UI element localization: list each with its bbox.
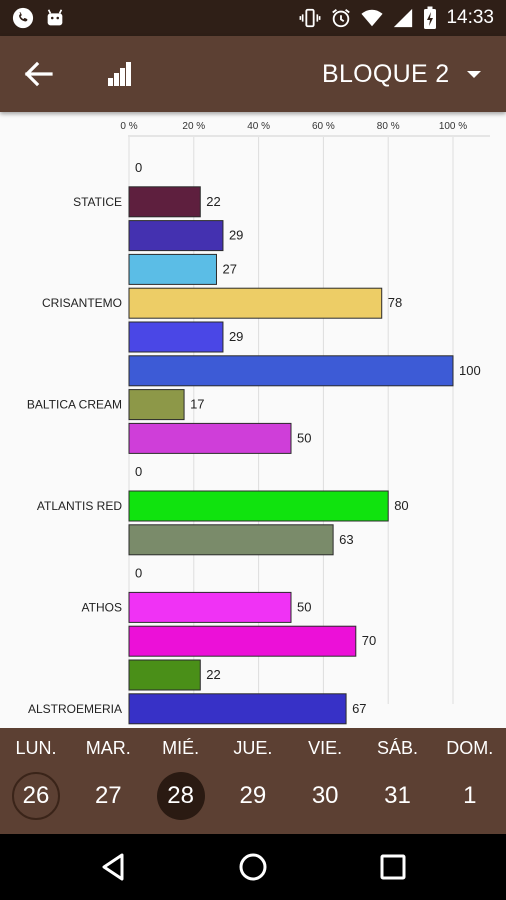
bar-value-label: 22 — [206, 194, 220, 209]
bar — [128, 524, 334, 556]
bar — [128, 693, 347, 725]
day-number: 26 — [12, 772, 60, 820]
bar-value-label: 78 — [388, 295, 402, 310]
x-tick-label: 60 % — [312, 121, 335, 132]
bar — [128, 321, 224, 353]
back-triangle-icon[interactable] — [98, 851, 130, 883]
app-bar: BLOQUE 2 — [0, 36, 506, 112]
x-tick-label: 20 % — [182, 121, 205, 132]
bar — [128, 591, 292, 623]
day-name: SÁB. — [376, 738, 419, 758]
bar — [128, 253, 217, 285]
day-name: DOM. — [446, 738, 494, 758]
phone-icon — [12, 7, 34, 29]
day-number: 27 — [94, 782, 122, 809]
bar — [128, 389, 185, 421]
block-selector-title[interactable]: BLOQUE 2 — [322, 60, 450, 88]
bar-chart: 0 % 20 % 40 % 60 % 80 % 100 % 0 22 STATICE 29 27 7… — [27, 121, 490, 725]
x-tick-label: 40 % — [247, 121, 270, 132]
category-label: CRISANTEMO — [42, 296, 122, 310]
bar-value-label: 0 — [135, 566, 142, 581]
calendar-day[interactable]: MIÉ. 28 — [145, 728, 217, 834]
arrow-drop-down-icon[interactable] — [462, 64, 486, 84]
system-nav-bar — [0, 834, 506, 900]
bar — [128, 625, 357, 657]
x-tick-label: 0 % — [120, 121, 137, 132]
alarm-icon — [332, 9, 351, 28]
android-icon — [47, 9, 63, 26]
day-number: 30 — [311, 782, 339, 809]
calendar-day[interactable]: DOM. 1 — [434, 728, 506, 834]
bar — [128, 355, 454, 387]
x-tick-label: 100 % — [439, 121, 467, 132]
category-label: ATLANTIS RED — [37, 499, 122, 513]
bar — [128, 186, 201, 218]
x-tick-label: 80 % — [377, 121, 400, 132]
wifi-icon — [361, 9, 383, 27]
bar-value-label: 17 — [190, 397, 204, 412]
calendar-day[interactable]: MAR. 27 — [72, 728, 144, 834]
bar-value-label: 50 — [297, 430, 311, 445]
day-number: 31 — [384, 782, 411, 809]
category-label: ALSTROEMERIA — [28, 702, 122, 716]
calendar-day[interactable]: VIE. 30 — [289, 728, 361, 834]
category-label: STATICE — [73, 195, 122, 209]
day-name: MIÉ. — [162, 738, 200, 758]
calendar-day[interactable]: JUE. 29 — [217, 728, 289, 834]
bar-value-label: 0 — [135, 160, 142, 175]
category-label: ATHOS — [82, 600, 122, 614]
day-number: 1 — [463, 782, 477, 809]
bar — [128, 220, 224, 252]
bar-value-label: 0 — [135, 464, 142, 479]
bar-value-label: 29 — [229, 329, 243, 344]
arrow-back-icon[interactable] — [22, 58, 56, 90]
bar — [128, 490, 389, 522]
status-bar: 14:33 — [0, 0, 506, 36]
vibrate-icon — [300, 8, 321, 28]
bar — [128, 287, 383, 319]
week-calendar: LUN. 26 MAR. 27 MIÉ. 28 JUE. 29 VIE. 30 SÁB. 31 DOM.… — [0, 728, 506, 834]
day-number: 29 — [239, 782, 267, 809]
status-time: 14:33 — [446, 7, 494, 28]
bar-value-label: 80 — [394, 498, 408, 513]
home-circle-icon[interactable] — [237, 851, 269, 883]
bar-value-label: 27 — [222, 261, 236, 276]
category-label: BALTICA CREAM — [27, 398, 122, 412]
day-number: 28 — [156, 772, 205, 820]
day-name: JUE. — [233, 738, 273, 758]
day-name: VIE. — [308, 738, 343, 758]
bar-value-label: 70 — [362, 633, 376, 648]
bar-value-label: 67 — [352, 701, 366, 716]
recents-square-icon[interactable] — [377, 851, 409, 883]
calendar-day[interactable]: LUN. 26 — [0, 728, 72, 834]
cell-signal-icon — [394, 8, 413, 28]
bar-value-label: 22 — [206, 667, 220, 682]
bar — [128, 422, 292, 454]
bar — [128, 659, 201, 691]
bar-value-label: 100 — [459, 363, 481, 378]
bar-value-label: 29 — [229, 228, 243, 243]
day-name: LUN. — [15, 738, 57, 758]
signal-bars-icon[interactable] — [104, 56, 138, 90]
bar-value-label: 50 — [297, 599, 311, 614]
day-name: MAR. — [85, 738, 131, 758]
calendar-day[interactable]: SÁB. 31 — [362, 728, 434, 834]
bar-value-label: 63 — [339, 532, 353, 547]
battery-charging-icon — [424, 6, 437, 29]
